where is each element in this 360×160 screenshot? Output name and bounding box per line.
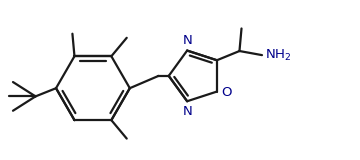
Text: N: N xyxy=(182,34,192,47)
Text: N: N xyxy=(182,105,192,118)
Text: O: O xyxy=(221,86,231,99)
Text: NH$_2$: NH$_2$ xyxy=(265,48,291,63)
